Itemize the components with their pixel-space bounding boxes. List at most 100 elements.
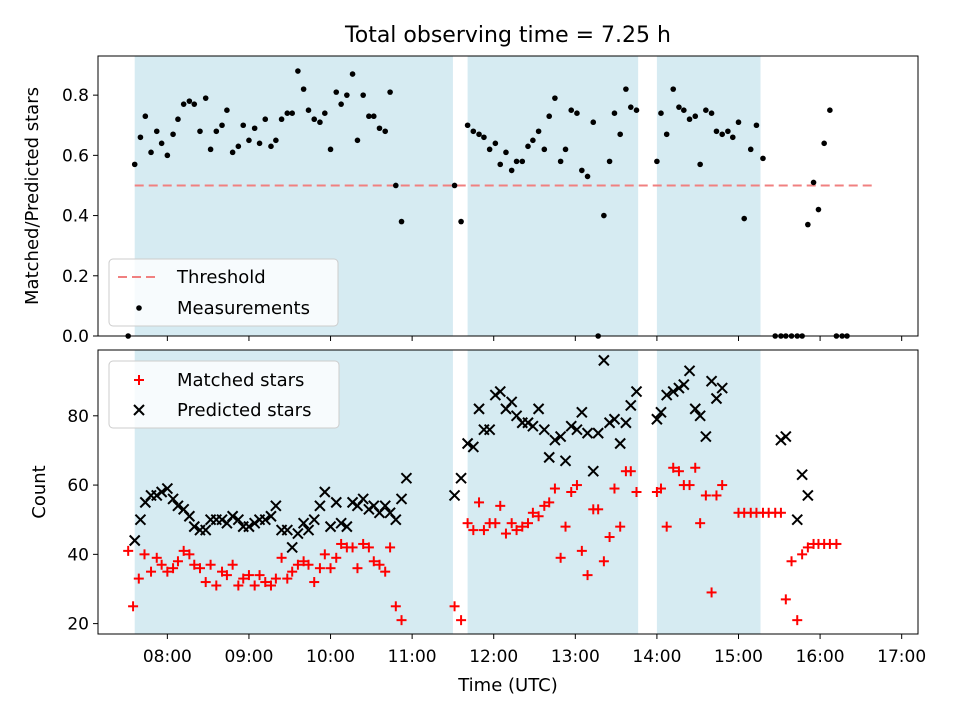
- measurement-point: [251, 125, 258, 132]
- measurement-point: [387, 89, 393, 95]
- x-stroke: [620, 417, 632, 429]
- measurement-point: [170, 131, 176, 138]
- x-stroke: [543, 451, 555, 464]
- x-stroke: [603, 417, 616, 429]
- measurement-point: [229, 149, 236, 156]
- measurement-point: [623, 86, 629, 92]
- x-stroke: [527, 420, 539, 432]
- matched-star-point: [347, 542, 358, 553]
- measurement-point: [497, 161, 504, 168]
- legend-box: [108, 360, 340, 429]
- predicted-star-point: [791, 514, 803, 526]
- predicted-star-point: [448, 489, 461, 502]
- predicted-star-point: [281, 524, 294, 536]
- matched-star-point: [314, 563, 325, 574]
- measurement-point: [338, 101, 344, 107]
- measurement-point: [606, 158, 613, 165]
- x-stroke: [802, 489, 814, 502]
- measurement-point: [470, 128, 477, 135]
- legend-measurement-swatch: [136, 305, 142, 311]
- predicted-star-point: [522, 417, 534, 429]
- x-stroke: [270, 500, 282, 512]
- x-stroke: [667, 385, 679, 398]
- matched-star-point: [717, 480, 728, 491]
- measurement-point: [289, 110, 295, 117]
- x-stroke: [448, 489, 461, 502]
- measurement-point: [760, 155, 766, 162]
- predicted-star-point: [341, 520, 353, 533]
- measurement-point: [246, 137, 252, 144]
- predicted-star-point: [651, 413, 663, 425]
- bottom-panel: 20 40 60 80 08:00 09:00 10:00 11:00 12:00 13:00 1…: [29, 349, 926, 696]
- matched-star-point: [184, 549, 195, 560]
- x-stroke: [581, 427, 594, 439]
- measurement-point: [213, 128, 220, 135]
- x-stroke: [134, 514, 147, 526]
- matched-star-point: [522, 518, 533, 529]
- x-stroke: [395, 493, 408, 505]
- measurement-point: [658, 110, 664, 117]
- x-tick-label: 10:00: [306, 647, 355, 667]
- matched-star-point: [775, 507, 786, 518]
- measurement-point: [703, 107, 709, 113]
- predicted-star-point: [286, 541, 298, 554]
- x-stroke: [651, 413, 663, 425]
- predicted-star-point: [625, 399, 637, 412]
- x-stroke: [281, 524, 294, 536]
- measurement-point: [180, 101, 187, 107]
- predicted-star-point: [543, 451, 555, 464]
- matched-star-point: [780, 594, 791, 605]
- x-stroke: [587, 465, 599, 477]
- measurement-point: [753, 122, 760, 129]
- measurement-point: [197, 128, 203, 135]
- measurement-point: [735, 119, 742, 126]
- measurement-point: [148, 149, 154, 156]
- predicted-star-point: [775, 434, 787, 446]
- x-tick-label: 14:00: [632, 647, 681, 667]
- predicted-star-point: [319, 486, 331, 498]
- top-y-ticks: 0.0 0.2 0.4 0.6 0.8: [62, 86, 98, 347]
- matched-star-point: [270, 573, 281, 584]
- shaded-interval: [656, 56, 761, 336]
- matched-star-point: [549, 483, 560, 494]
- matched-star-point: [249, 580, 260, 591]
- x-stroke: [576, 406, 588, 419]
- matched-star-point: [500, 528, 511, 539]
- x-stroke: [363, 503, 375, 516]
- predicted-star-point: [155, 486, 168, 498]
- predicted-star-point: [710, 392, 723, 405]
- x-stroke: [319, 486, 331, 498]
- measurement-point: [142, 113, 149, 120]
- matched-star-point: [292, 559, 303, 570]
- matched-star-point: [490, 518, 501, 529]
- measurement-point: [235, 143, 242, 150]
- predicted-star-point: [172, 500, 184, 512]
- matched-star-point: [544, 497, 555, 508]
- matched-star-point: [695, 518, 706, 529]
- x-stroke: [494, 385, 506, 398]
- matched-star-point: [576, 545, 587, 556]
- x-stroke: [232, 514, 245, 526]
- x-stroke: [129, 534, 141, 547]
- legend-matched-label: Matched stars: [177, 370, 304, 391]
- measurement-point: [810, 179, 817, 186]
- y-tick-label: 0.8: [62, 86, 89, 106]
- matched-star-point: [282, 573, 293, 584]
- measurement-point: [268, 143, 274, 150]
- matched-star-point: [786, 556, 797, 567]
- measurement-point: [295, 68, 301, 74]
- matched-star-point: [598, 556, 609, 567]
- matched-star-point: [700, 490, 711, 501]
- x-stroke: [341, 520, 353, 533]
- x-stroke: [155, 486, 168, 498]
- predicted-star-point: [395, 493, 408, 505]
- matched-star-point: [368, 556, 379, 567]
- measurement-point: [256, 140, 263, 147]
- matched-star-point: [319, 549, 330, 560]
- x-stroke: [226, 510, 239, 522]
- x-stroke: [167, 493, 179, 505]
- matched-star-point: [566, 487, 577, 497]
- x-stroke: [710, 392, 723, 405]
- measurement-point: [186, 98, 193, 104]
- measurement-point: [729, 134, 736, 141]
